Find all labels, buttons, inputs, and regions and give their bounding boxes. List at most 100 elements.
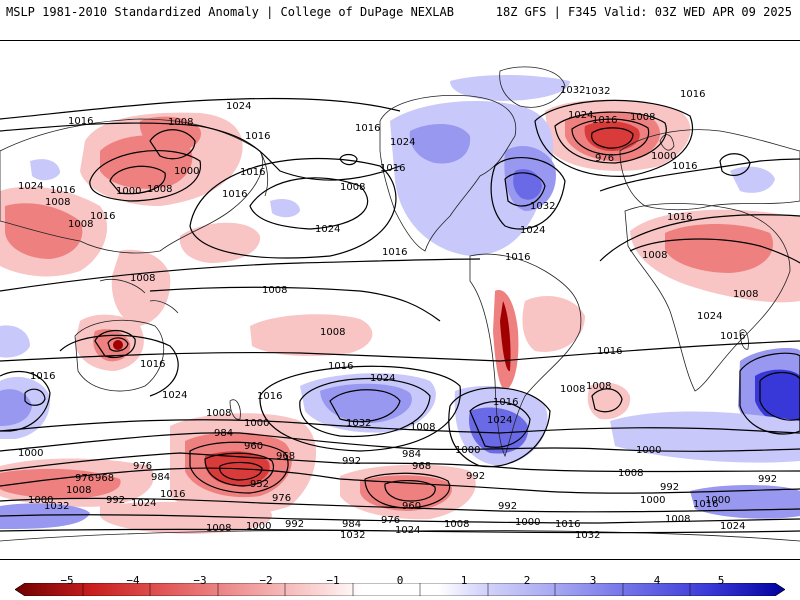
pressure-label: 992: [106, 495, 125, 506]
pressure-label: 1016: [328, 361, 353, 372]
isobar-east-low-968: [364, 472, 451, 509]
pressure-label: 984: [342, 519, 361, 530]
isobar-africa-1008: [629, 238, 800, 264]
isobar-south-992: [0, 452, 800, 473]
coast-uk: [659, 134, 675, 151]
pressure-label: 1008: [262, 285, 287, 296]
neg-south-pacific: [250, 314, 373, 357]
pressure-label: 1032: [530, 201, 555, 212]
pressure-label: 1016: [160, 489, 185, 500]
pressure-label: 1008: [45, 197, 70, 208]
pressure-label: 992: [758, 474, 777, 485]
pos-west-indian-core: [0, 389, 32, 426]
isobar-n-pacific-1024: [249, 177, 369, 230]
pressure-label: 1016: [592, 115, 617, 126]
isobar-tropics-1016: [0, 258, 481, 292]
neg-southern-ocean-west-core: [0, 468, 121, 499]
pressure-label: 984: [151, 472, 170, 483]
pressure-label: 1008: [130, 273, 155, 284]
neg-central-pacific: [179, 222, 261, 263]
pressure-label: 1000: [515, 517, 540, 528]
pressure-label: 1016: [90, 211, 115, 222]
colorbar-tick: −4: [126, 574, 140, 587]
pressure-label: 1016: [680, 89, 705, 100]
pressure-label: 1008: [444, 519, 469, 530]
colorbar-tick: −3: [193, 574, 207, 587]
pos-indian-ocean-core: [755, 369, 800, 427]
isobar-atlantic-1024: [490, 157, 566, 230]
neg-africa-core: [665, 224, 774, 273]
isobar-nw-atlantic-976: [591, 127, 634, 149]
pressure-label: 1008: [66, 485, 91, 496]
mslp-anomaly-map: 1024 1016 1008 1016 1016 1016 1024 1032 …: [0, 40, 800, 560]
pressure-label: 1008: [560, 384, 585, 395]
coast-north-america: [379, 95, 517, 252]
neg-southern-ocean-south: [100, 501, 272, 534]
isobar-indian-1024: [739, 352, 800, 435]
colorbar-tick: −2: [259, 574, 273, 587]
neg-philippines: [111, 249, 171, 326]
coast-japan: [259, 150, 269, 197]
pressure-label: 952: [250, 479, 269, 490]
isobar-south-1000: [0, 432, 800, 452]
isobar-s-america-1016: [448, 387, 551, 468]
neg-andes-core: [500, 301, 511, 372]
pressure-label: 1024: [568, 110, 593, 121]
isobar-central-low-952: [219, 461, 263, 481]
pressure-label: 1024: [487, 415, 512, 426]
pressure-label: 1016: [257, 391, 282, 402]
pressure-label: 1024: [720, 521, 745, 532]
pos-east-africa: [730, 166, 775, 193]
pressure-label: 1000: [174, 166, 199, 177]
pressure-label: 1008: [68, 219, 93, 230]
colorbar-fill: [15, 583, 785, 596]
pressure-label: 1016: [30, 371, 55, 382]
isobar-south-pacific-1024: [299, 377, 431, 438]
coast-asia: [0, 118, 263, 254]
pressure-label: 1000: [116, 186, 141, 197]
isobar-europe-1016: [599, 158, 800, 192]
isobar-n-pacific-1016: [189, 157, 397, 259]
pressure-label: 960: [244, 441, 263, 452]
pressure-label: 1032: [340, 530, 365, 541]
pressure-label: 1000: [455, 445, 480, 456]
coast-new-zealand: [229, 399, 241, 420]
pressure-label: 976: [133, 461, 152, 472]
colorbar-tick: 0: [396, 574, 404, 587]
pressure-label: 1008: [147, 184, 172, 195]
pressure-label: 1016: [667, 212, 692, 223]
pressure-label: 976: [75, 473, 94, 484]
pressure-label: 1008: [168, 117, 193, 128]
pos-indian-west: [0, 325, 30, 358]
colorbar-tick: −5: [60, 574, 74, 587]
isobar-aus-1000: [107, 337, 129, 352]
pressure-label: 1008: [618, 468, 643, 479]
isobar-south-984: [0, 467, 800, 494]
colorbar-tick: −1: [326, 574, 340, 587]
pressure-label: 968: [95, 473, 114, 484]
isobar-aus-1008: [94, 330, 136, 359]
pressure-label: 976: [272, 493, 291, 504]
pressure-label: 1016: [355, 123, 380, 134]
colorbar-tick: 3: [589, 574, 597, 587]
colorbar-tick: 5: [717, 574, 725, 587]
pressure-label: 1024: [162, 390, 187, 401]
pressure-label: 1032: [575, 530, 600, 541]
pressure-label: 1008: [340, 182, 365, 193]
pos-nw-atlantic-core: [513, 169, 542, 200]
colorbar-tick: 4: [653, 574, 661, 587]
pressure-label: 1024: [226, 101, 251, 112]
pressure-label: 1024: [131, 498, 156, 509]
colorbar-dividers: [82, 583, 691, 596]
pressure-label: 1024: [18, 181, 43, 192]
pressure-label: 1008: [733, 289, 758, 300]
isobar-s-america-1024: [469, 400, 531, 448]
isobar-asia-1008b: [149, 129, 196, 160]
pos-north-america-core: [409, 124, 471, 164]
neg-australia-low-center: [113, 340, 123, 350]
pressure-label: 1008: [410, 422, 435, 433]
isobar-atlantic-1032: [504, 172, 546, 207]
pressure-label: 1000: [636, 445, 661, 456]
pressure-label: 1016: [720, 331, 745, 342]
pressure-label: 1000: [18, 448, 43, 459]
